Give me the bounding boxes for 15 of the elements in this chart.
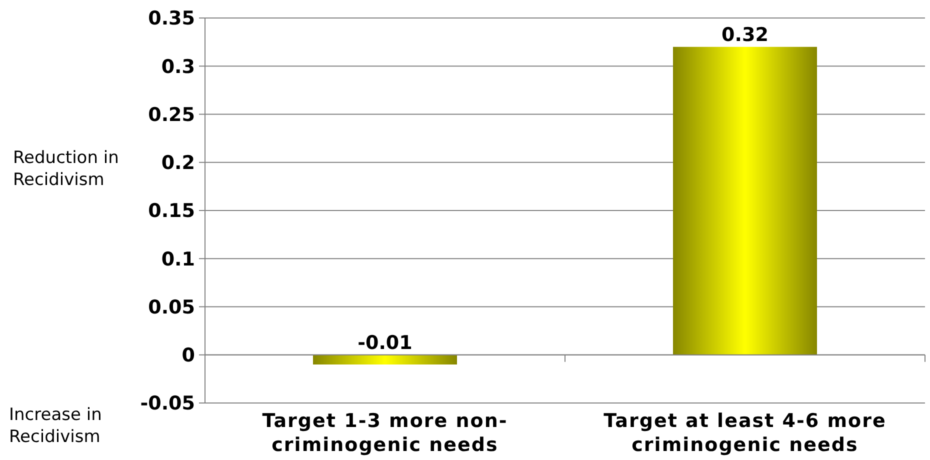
y-tick-label: 0.25 — [148, 104, 195, 126]
y-tick-label: 0.3 — [161, 56, 195, 78]
y-tick-label: 0.15 — [148, 200, 195, 222]
data-label: 0.32 — [722, 24, 768, 46]
y-tick-label: 0.2 — [161, 152, 195, 174]
y-tick-label: 0 — [182, 344, 195, 367]
x-tick-label: Target 1-3 more non-criminogenic needs — [262, 410, 508, 456]
y-tick-label: -0.05 — [140, 392, 195, 415]
text: Increase in Recidivism — [9, 405, 102, 447]
y-tick-label: 0.1 — [161, 248, 195, 270]
y-tick-label: 0.35 — [148, 8, 195, 30]
y-tick-label: 0.05 — [148, 296, 195, 318]
y-axis-title: Reduction in Recidivism — [13, 148, 119, 190]
x-tick-label: Target at least 4-6 more criminogenic needs — [604, 410, 886, 456]
data-label: -0.01 — [358, 332, 412, 354]
